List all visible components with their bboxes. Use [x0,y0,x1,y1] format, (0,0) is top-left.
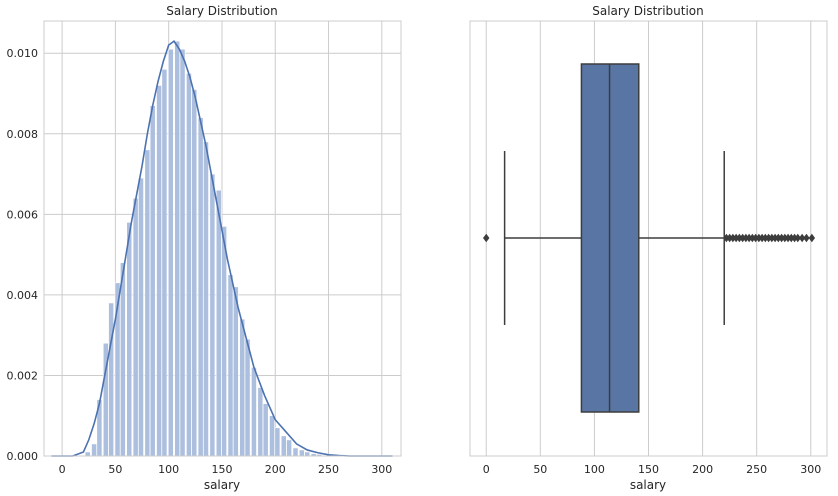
outlier-point [808,233,816,243]
boxplot-panel: Salary Distribution 0 50 100 150 200 250 300 s… [469,4,828,492]
histogram-bar [126,222,133,457]
x-tick-label: 300 [371,463,392,476]
x-tick-label: 300 [800,463,821,476]
histogram-bar [209,173,216,457]
histogram-bar [232,286,239,457]
x-tick-label: 250 [318,463,339,476]
x-tick-label: 150 [638,463,659,476]
histogram-bar [161,69,168,457]
kde-curve [51,39,393,457]
x-tick-label: 100 [584,463,605,476]
y-tick-label: 0.010 [7,47,39,60]
x-tick-label: 50 [108,463,122,476]
histogram-bar [262,403,269,457]
x-tick-label: 200 [265,463,286,476]
boxplot-axes-frame [469,20,828,457]
histogram-bar [292,447,299,457]
histogram-axes-frame [43,20,402,457]
histogram-bar [191,89,198,457]
kde-line [51,39,393,457]
histogram-bar [108,302,114,457]
y-tick-label: 0.008 [7,128,39,141]
histogram-bar [144,149,151,457]
histogram-bar [167,48,174,457]
histogram-bar [156,85,162,457]
x-tick-label: 200 [692,463,713,476]
histogram-bar [186,73,192,457]
boxplot-xlabel: salary [630,478,666,492]
histogram-xlabel: salary [204,478,240,492]
histogram-bar [257,387,264,457]
histogram-bar [286,439,292,457]
histogram-bar [91,443,97,457]
histogram-bar [239,318,246,457]
boxplot-title: Salary Distribution [592,4,704,18]
outlier-point [798,233,806,243]
boxplot-tick-labels: 0 50 100 150 200 250 300 [483,463,822,476]
histogram-bar [215,189,222,457]
histogram-bar [149,105,156,457]
y-tick-label: 0.006 [7,208,39,221]
outlier-point [803,233,810,243]
histogram-bar [251,367,257,457]
y-tick-label: 0.002 [7,369,39,382]
x-tick-label: 250 [746,463,767,476]
histogram-bar [280,435,287,457]
histogram-bar [120,262,126,457]
histogram-bar [203,141,209,457]
histogram-bar [299,449,305,457]
histogram-bar [132,197,139,457]
histogram-bar [274,427,281,457]
histogram-bar [221,226,227,457]
x-tick-label: 0 [483,463,490,476]
histogram-bar [179,48,186,457]
histogram-title: Salary Distribution [166,4,278,18]
y-tick-label: 0.004 [7,289,39,302]
x-tick-label: 150 [211,463,232,476]
outlier-point [794,233,801,243]
histogram-bar [227,274,234,457]
histogram-bar [174,40,181,457]
histogram-bar [244,338,251,457]
outlier-point [483,233,490,243]
x-tick-label: 100 [158,463,179,476]
histogram-bar [84,451,91,457]
boxplot-marks [483,63,816,413]
y-tick-label: 0.000 [7,450,39,463]
x-tick-label: 0 [59,463,66,476]
histogram-bar [269,415,275,457]
x-tick-label: 50 [533,463,547,476]
histogram-bar [304,451,311,457]
histogram-panel: Salary Distribution 0 50 100 150 200 250 300 0.… [7,4,402,492]
histogram-bar [138,177,144,457]
histogram-bars [84,40,329,457]
histogram-tick-labels: 0 50 100 150 200 250 300 0.000 0.002 0.004 0.006 0.… [7,47,393,476]
histogram-bar [197,117,204,457]
